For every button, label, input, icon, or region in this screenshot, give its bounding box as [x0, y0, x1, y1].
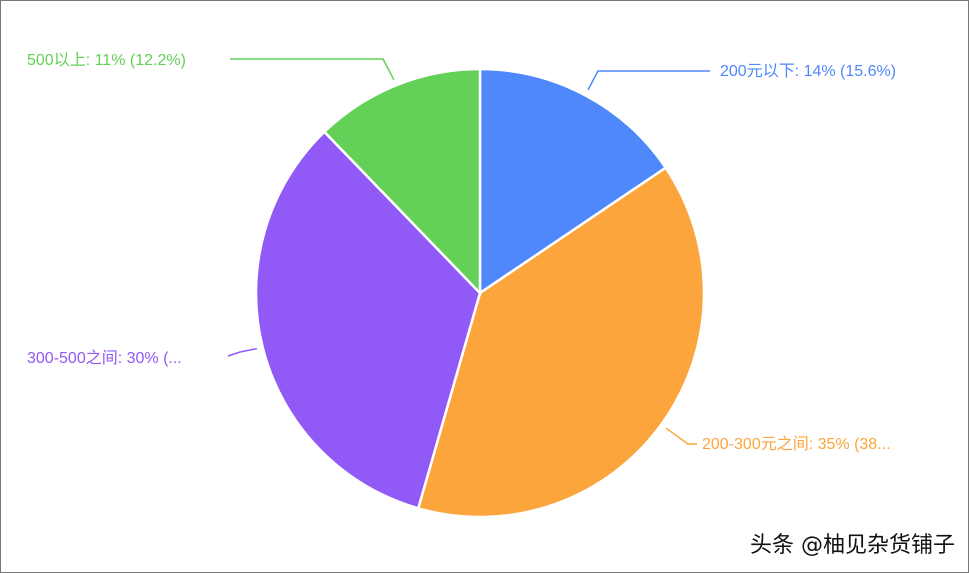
- slice-label-0: 200元以下: 14% (15.6%): [720, 63, 896, 80]
- label-leader-line-2: [227, 347, 257, 357]
- watermark: 头条 @柚见杂货铺子: [750, 533, 955, 558]
- label-leader-line-3: [230, 58, 395, 81]
- slice-label-3: 500以上: 11% (12.2%): [27, 51, 186, 69]
- slice-label-2: 300-500之间: 30% (...: [27, 349, 182, 367]
- pie-slice-1[interactable]: [416, 166, 706, 519]
- slice-label-1: 200-300元之间: 35% (38...: [702, 435, 891, 453]
- pie-slice-3[interactable]: [322, 67, 482, 297]
- label-leader-line-1: [665, 427, 697, 445]
- pie-slice-0[interactable]: [478, 67, 668, 296]
- label-leader-line-0: [587, 70, 710, 91]
- pie-slice-2[interactable]: [254, 130, 482, 510]
